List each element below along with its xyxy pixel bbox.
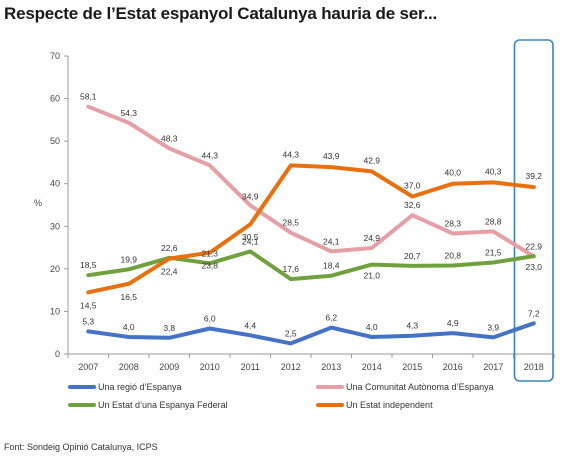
data-label: 43,9 <box>323 151 340 161</box>
data-label: 7,2 <box>528 308 540 318</box>
x-tick-label: 2013 <box>321 362 341 372</box>
source-note: Font: Sondeig Opinió Catalunya, ICPS <box>4 442 158 452</box>
data-label: 3,9 <box>487 322 499 332</box>
data-label: 19,9 <box>120 254 137 264</box>
series-line-4 <box>86 163 536 295</box>
series-line-1 <box>86 321 536 346</box>
data-label: 54,3 <box>120 108 137 118</box>
data-label: 18,5 <box>80 260 97 270</box>
data-label: 40,0 <box>444 168 461 178</box>
legend-label: Un Estat independent <box>346 400 433 410</box>
data-label: 20,7 <box>404 251 421 261</box>
data-label: 28,8 <box>485 216 502 226</box>
data-label: 44,3 <box>282 149 299 159</box>
x-tick-label: 2007 <box>78 362 98 372</box>
data-label: 44,3 <box>201 150 218 160</box>
legend-label: Un Estat d’una Espanya Federal <box>98 400 228 410</box>
y-tick-label: 30 <box>50 221 60 231</box>
data-label: 22,6 <box>161 243 178 253</box>
data-label: 4,0 <box>366 322 378 332</box>
data-label: 24,1 <box>242 236 259 246</box>
y-tick-label: 0 <box>55 349 60 359</box>
data-label: 22,9 <box>525 242 542 252</box>
data-label: 2,5 <box>285 328 297 338</box>
data-label: 39,2 <box>525 171 542 181</box>
data-label: 48,3 <box>161 133 178 143</box>
data-label: 21,0 <box>363 271 380 281</box>
x-tick-label: 2016 <box>443 362 463 372</box>
data-label: 18,4 <box>323 261 340 271</box>
data-label: 6,2 <box>325 313 337 323</box>
y-tick-label: 50 <box>50 136 60 146</box>
x-tick-label: 2014 <box>362 362 382 372</box>
data-label: 4,3 <box>406 321 418 331</box>
x-tick-label: 2011 <box>241 362 260 372</box>
x-tick-label: 2008 <box>119 362 139 372</box>
series-line-3 <box>86 249 536 282</box>
data-label: 28,3 <box>444 219 461 229</box>
y-tick-label: 20 <box>50 264 60 274</box>
y-axis-label: % <box>34 198 42 208</box>
data-label: 24,1 <box>323 236 340 246</box>
data-label: 21,5 <box>485 247 502 257</box>
data-label: 34,9 <box>242 191 259 201</box>
y-tick-label: 60 <box>50 94 60 104</box>
data-label: 4,0 <box>123 322 135 332</box>
data-label: 28,5 <box>282 218 299 228</box>
data-label: 23,8 <box>201 261 218 271</box>
legend-label: Una Comunitat Autònoma d’Espanya <box>346 382 494 392</box>
data-label: 40,3 <box>485 166 502 176</box>
line-chart: 0 10 20 30 40 50 60 70% 2007 2008 2009 2010 2011 2012… <box>34 39 555 410</box>
data-label: 22,4 <box>161 267 178 277</box>
data-label: 14,5 <box>80 300 97 310</box>
data-label: 4,4 <box>244 320 256 330</box>
x-tick-label: 2009 <box>159 362 179 372</box>
data-label: 21,3 <box>201 248 218 258</box>
data-label: 42,9 <box>363 155 380 165</box>
chart-title: Respecte de l’Estat espanyol Catalunya h… <box>4 4 438 23</box>
data-label: 3,8 <box>163 323 175 333</box>
data-label: 4,9 <box>447 318 459 328</box>
x-tick-label: 2012 <box>281 362 301 372</box>
data-label: 24,9 <box>363 233 380 243</box>
legend-label: Una regió d’Espanya <box>98 382 182 392</box>
y-tick-label: 40 <box>50 179 60 189</box>
x-tick-label: 2018 <box>524 362 544 372</box>
data-label: 32,6 <box>404 200 421 210</box>
data-label: 23,0 <box>525 262 542 272</box>
series-line-2 <box>86 104 536 259</box>
y-tick-label: 10 <box>50 306 60 316</box>
data-label: 58,1 <box>80 92 97 102</box>
data-label: 17,6 <box>282 264 299 274</box>
data-label: 20,8 <box>444 250 461 260</box>
highlight-box-2018 <box>513 39 554 382</box>
y-tick-label: 70 <box>50 51 60 61</box>
data-label: 37,0 <box>404 180 421 190</box>
data-label: 30,5 <box>242 232 259 242</box>
x-tick-label: 2015 <box>402 362 422 372</box>
data-label: 6,0 <box>204 313 216 323</box>
x-tick-label: 2017 <box>483 362 503 372</box>
data-label: 5,3 <box>82 316 94 326</box>
x-tick-label: 2010 <box>200 362 220 372</box>
data-label: 16,5 <box>120 292 137 302</box>
